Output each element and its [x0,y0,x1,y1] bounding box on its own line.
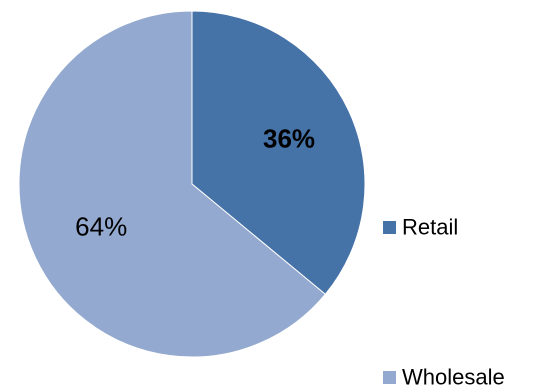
data-label-wholesale: 64% [75,212,127,242]
legend-swatch-wholesale [383,371,396,384]
legend-label-retail: Retail [402,215,458,240]
legend-item-wholesale: Wholesale [383,365,505,389]
pie-slice-retail [191,10,366,295]
legend-swatch-retail [383,221,396,234]
pie-labels: 36% 64% [75,123,315,241]
legend-label-wholesale: Wholesale [402,365,505,389]
pie-slices [18,10,366,358]
legend-item-retail: Retail [383,215,458,240]
data-label-retail: 36% [263,123,315,153]
legend: Retail Wholesale [383,215,505,389]
pie-slice-wholesale [18,10,327,358]
